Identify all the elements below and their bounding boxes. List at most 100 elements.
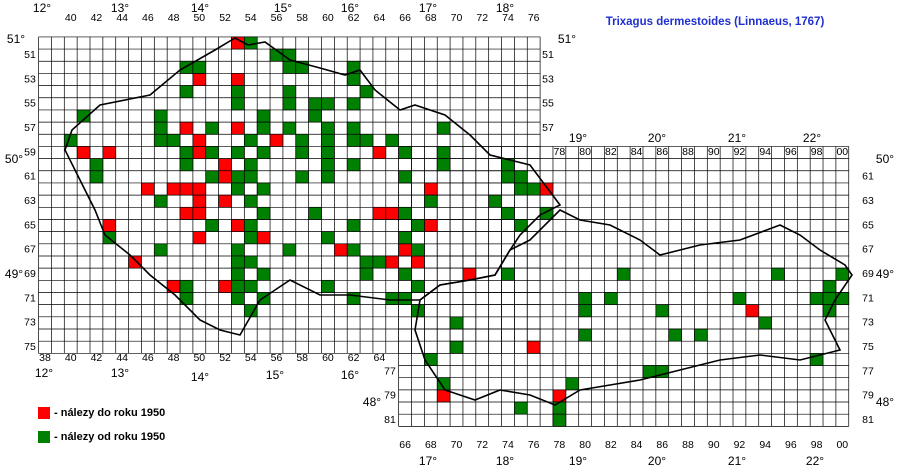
degree-label: 14° — [191, 370, 209, 384]
record-cell — [89, 170, 104, 184]
map-title: Trixagus dermestoides (Linnaeus, 1767) — [606, 16, 825, 28]
record-cell — [192, 182, 207, 196]
record-cell — [282, 85, 297, 99]
record-cell — [192, 73, 207, 86]
record-cell — [514, 170, 528, 184]
record-cell — [243, 231, 258, 245]
row-label: 73 — [24, 317, 36, 329]
row-label: 71 — [862, 292, 874, 304]
column-label: 64 — [374, 12, 386, 24]
record-cell — [372, 255, 387, 269]
record-cell — [346, 158, 361, 172]
column-label: 60 — [322, 352, 334, 364]
column-label: 94 — [759, 439, 771, 451]
record-cell — [385, 292, 400, 306]
record-cell — [243, 219, 258, 232]
record-cell — [141, 182, 155, 196]
record-cell — [604, 292, 618, 306]
row-label: 79 — [384, 390, 396, 402]
column-label: 62 — [348, 12, 360, 24]
degree-label: 18° — [496, 1, 514, 15]
degree-label: 48° — [363, 395, 381, 409]
record-cell — [771, 267, 785, 281]
record-cell — [231, 182, 245, 196]
record-cell — [179, 146, 194, 159]
degree-label: 19° — [569, 454, 587, 468]
record-cell — [398, 206, 412, 220]
column-label: 94 — [759, 146, 771, 158]
record-cell — [424, 352, 438, 366]
degree-label: 18° — [496, 454, 514, 468]
record-cell — [359, 267, 374, 281]
slovak-border — [414, 209, 853, 406]
column-label: 64 — [374, 352, 386, 364]
degree-label: 22° — [803, 131, 821, 145]
row-label: 57 — [24, 122, 36, 134]
record-cell — [192, 133, 207, 147]
record-cell — [398, 146, 412, 159]
record-cell — [243, 158, 258, 172]
column-label: 42 — [91, 352, 103, 364]
record-cell — [256, 109, 271, 123]
record-cell — [256, 206, 271, 220]
record-cell — [205, 219, 219, 232]
record-cell — [385, 133, 400, 147]
column-label: 70 — [451, 439, 463, 451]
column-label: 84 — [631, 439, 643, 451]
record-cell — [552, 413, 567, 427]
record-cell — [205, 146, 219, 159]
record-cell — [102, 219, 117, 232]
record-cell — [346, 243, 361, 257]
column-label: 92 — [734, 146, 746, 158]
record-cell — [488, 194, 502, 208]
record-cell — [398, 292, 412, 306]
record-cell — [526, 340, 541, 354]
record-cell — [411, 255, 425, 269]
row-label: 79 — [862, 390, 874, 402]
record-cell — [76, 146, 91, 159]
record-cell — [231, 85, 245, 99]
row-label: 67 — [24, 244, 36, 256]
row-label: 61 — [862, 171, 874, 183]
record-cell — [282, 121, 297, 135]
record-cell — [218, 194, 232, 208]
record-cell — [514, 401, 528, 415]
record-cell — [655, 304, 670, 318]
record-cell — [231, 255, 245, 269]
degree-label: 21° — [728, 454, 746, 468]
record-cell — [694, 328, 708, 342]
row-label: 81 — [862, 414, 874, 426]
row-label: 53 — [24, 73, 36, 85]
degree-label: 16° — [341, 1, 359, 15]
record-cell — [243, 133, 258, 147]
record-cell — [321, 146, 335, 159]
row-label: 55 — [24, 98, 36, 110]
record-cell — [732, 292, 747, 306]
record-cell — [321, 97, 335, 111]
column-label: 70 — [451, 12, 463, 24]
column-label: 44 — [116, 12, 128, 24]
record-cell — [526, 182, 541, 196]
record-cell — [231, 97, 245, 111]
record-cell — [321, 121, 335, 135]
row-label: 63 — [24, 195, 36, 207]
column-label: 00 — [836, 439, 848, 451]
record-cell — [501, 267, 515, 281]
record-cell — [295, 133, 309, 147]
record-cell — [153, 133, 168, 147]
column-label: 66 — [399, 439, 411, 451]
degree-label: 14° — [191, 1, 209, 15]
record-cell — [256, 146, 271, 159]
degree-label: 20° — [648, 131, 666, 145]
record-cell — [308, 109, 322, 123]
row-label: 63 — [862, 195, 874, 207]
column-label: 76 — [528, 12, 540, 24]
record-cell — [166, 133, 181, 147]
degree-label: 49° — [5, 267, 23, 281]
record-cell — [282, 60, 297, 74]
row-label: 77 — [862, 365, 874, 377]
record-cell — [231, 146, 245, 159]
column-label: 38 — [39, 352, 51, 364]
record-cell — [295, 170, 309, 184]
degree-label: 50° — [5, 152, 23, 166]
